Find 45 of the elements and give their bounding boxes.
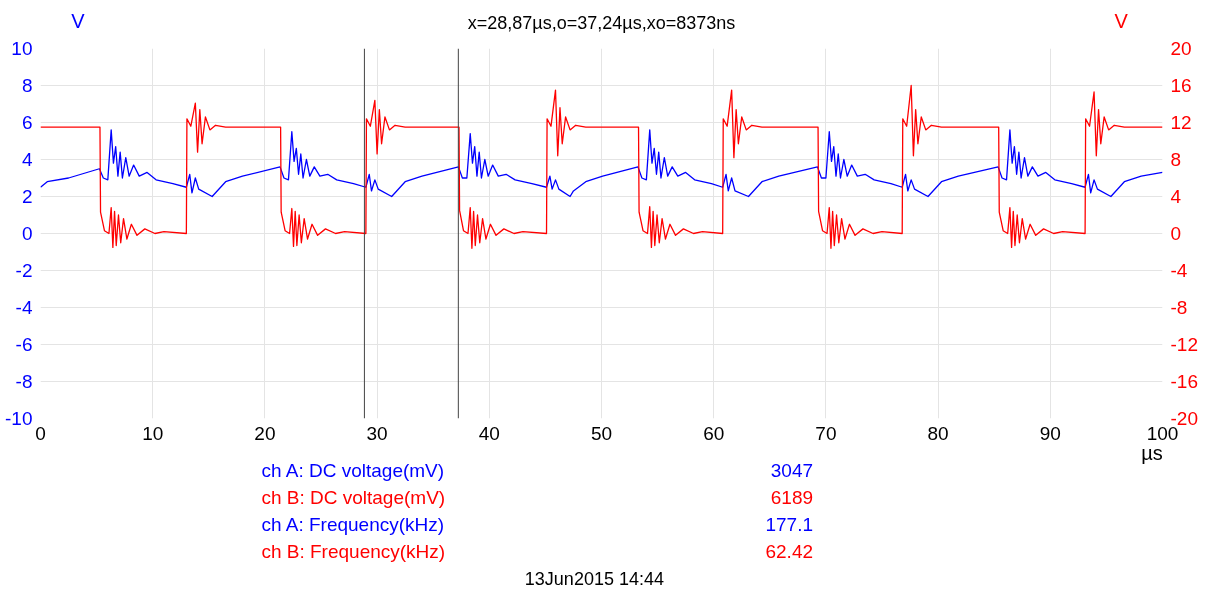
- x-tick-label: 40: [478, 422, 500, 444]
- x-axis-title: µs: [1141, 441, 1163, 464]
- y2-tick-label: 12: [1170, 112, 1192, 133]
- y2-tick-label: -4: [1170, 260, 1188, 281]
- chart-title: x=28,87µs,o=37,24µs,xo=8373ns: [467, 12, 736, 33]
- text: 3047: [770, 460, 814, 481]
- x-tick-label: 30: [366, 422, 388, 444]
- y-tick-label: 6: [21, 112, 33, 133]
- y-tick-label: 8: [21, 75, 33, 96]
- y2-tick-label: -8: [1170, 297, 1188, 318]
- x-tick-label: 20: [254, 422, 276, 444]
- y2-axis-title: V: [1114, 9, 1129, 32]
- y-tick-label: -4: [15, 297, 33, 318]
- text: 13Jun2015 14:44: [524, 568, 664, 589]
- text: 6189: [770, 487, 814, 508]
- y-tick-label: 2: [21, 186, 33, 207]
- y-tick-label: 4: [21, 149, 33, 170]
- y-tick-label: 0: [21, 223, 33, 244]
- text: 177.1: [765, 514, 814, 535]
- y-tick-label: -2: [15, 260, 33, 281]
- line-series: [40, 129, 1163, 198]
- y2-tick-label: -16: [1170, 371, 1198, 392]
- y-axis-title: V: [71, 9, 86, 32]
- text: ch B: DC voltage(mV): [261, 487, 446, 508]
- y2-tick-label: 0: [1170, 223, 1182, 244]
- x-tick-label: 70: [815, 422, 837, 444]
- text: ch B: Frequency(kHz): [261, 541, 446, 562]
- y-tick-label: -8: [15, 371, 33, 392]
- y-tick-label: -6: [15, 334, 33, 355]
- y-tick-label: -10: [5, 408, 33, 429]
- y-tick-label: 10: [11, 38, 33, 59]
- text: ch A: Frequency(kHz): [261, 514, 445, 535]
- x-tick-label: 50: [590, 422, 613, 444]
- text: ch A: DC voltage(mV): [261, 460, 445, 481]
- x-tick-label: 60: [703, 422, 725, 444]
- y2-tick-label: 4: [1170, 186, 1182, 207]
- y2-tick-label: 20: [1170, 38, 1192, 59]
- y2-tick-label: -12: [1170, 334, 1198, 355]
- y2-tick-label: 8: [1170, 149, 1182, 170]
- text: 62.42: [765, 541, 814, 562]
- x-tick-label: 10: [142, 422, 164, 444]
- line-series: [40, 84, 1163, 249]
- x-tick-label: 80: [927, 422, 949, 444]
- y2-tick-label: 16: [1170, 75, 1192, 96]
- x-tick-label: 90: [1039, 422, 1061, 444]
